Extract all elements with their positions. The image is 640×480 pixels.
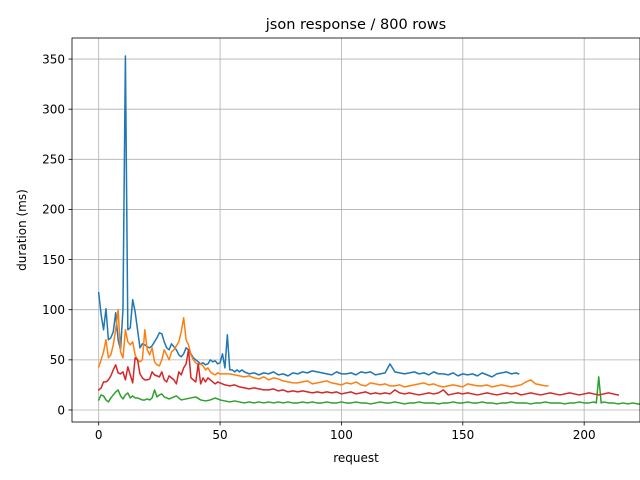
y-axis-label: duration (ms) (15, 189, 29, 271)
y-tick-label: 200 (42, 203, 65, 217)
x-axis-label: request (333, 451, 379, 465)
x-tick-label: 200 (573, 428, 596, 442)
x-tick-label: 100 (330, 428, 353, 442)
x-tick-label: 150 (451, 428, 474, 442)
grid (72, 38, 640, 422)
y-tick-label: 350 (42, 52, 65, 66)
series-line-4 (97, 349, 620, 396)
series-layer (97, 55, 640, 405)
y-tick-label: 0 (57, 403, 65, 417)
chart-title: json response / 800 rows (265, 17, 446, 33)
y-tick-label: 250 (42, 153, 65, 167)
plot-frame (71, 37, 640, 423)
y-tick-label: 150 (42, 253, 65, 267)
x-tick-label: 0 (95, 428, 103, 442)
y-tick-label: 50 (50, 353, 65, 367)
series-line-2 (97, 308, 549, 388)
y-tick-label: 300 (42, 102, 65, 116)
ticks: 0 50 100 150 200 0 50 100 150 200 250 300 350 (42, 52, 596, 442)
series-line-3 (97, 376, 640, 405)
x-tick-label: 50 (212, 428, 227, 442)
y-tick-label: 100 (42, 303, 65, 317)
